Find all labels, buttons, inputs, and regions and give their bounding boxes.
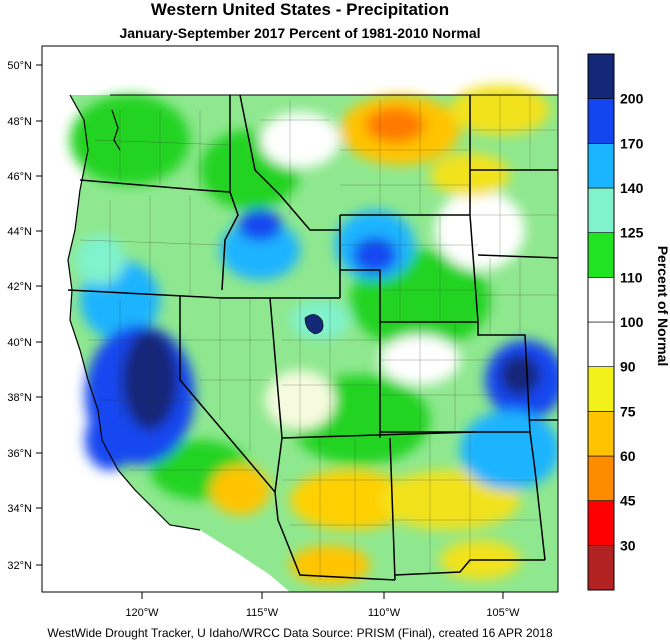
- lat-label: 42°N: [7, 281, 32, 293]
- lat-label: 38°N: [7, 392, 32, 404]
- colorbar-frame: [587, 53, 615, 591]
- lat-label: 44°N: [7, 226, 32, 238]
- map-frame: [41, 45, 559, 593]
- map-title: Western United States - Precipitation: [150, 0, 450, 19]
- lat-label: 48°N: [7, 116, 32, 128]
- lon-label: 105°W: [486, 607, 520, 619]
- colorbar-bin: [587, 277, 615, 323]
- lon-label: 115°W: [246, 607, 279, 619]
- colorbar-bin: [587, 500, 615, 546]
- colorbar-label: 75: [620, 403, 636, 419]
- latitude-axis: 50°N 48°N 46°N 44°N 42°N 40°N 38°N 36°N …: [7, 60, 42, 572]
- coastline: [67, 94, 201, 531]
- colorbar: 30 45 60 75 90 100 110 125 140 170 200: [587, 53, 644, 591]
- lat-label: 34°N: [7, 503, 32, 515]
- colorbar-bin: [587, 366, 615, 412]
- lat-label: 36°N: [7, 448, 32, 460]
- lat-label: 32°N: [7, 560, 32, 572]
- colorbar-label: 140: [620, 180, 644, 196]
- colorbar-bin: [587, 411, 615, 457]
- lon-label: 120°W: [125, 607, 159, 619]
- colorbar-bin: [587, 545, 615, 591]
- colorbar-label: 60: [620, 448, 636, 464]
- longitude-axis: 120°W 115°W 110°W 105°W: [125, 592, 520, 619]
- colorbar-bin: [587, 455, 615, 501]
- colorbar-bin: [587, 98, 615, 144]
- county-lines: [79, 95, 558, 580]
- colorbar-label: 45: [620, 493, 636, 509]
- colorbar-bin: [587, 187, 615, 233]
- colorbar-label: 90: [620, 359, 636, 375]
- map-subtitle: January-September 2017 Percent of 1981-2…: [119, 25, 481, 41]
- lon-label: 110°W: [368, 607, 401, 619]
- colorbar-bin: [587, 321, 615, 367]
- colorbar-title: Percent of Normal: [655, 246, 670, 367]
- lat-label: 50°N: [7, 60, 32, 72]
- lat-label: 40°N: [7, 337, 32, 349]
- colorbar-bin: [587, 143, 615, 189]
- lat-label: 46°N: [7, 171, 32, 183]
- colorbar-label: 110: [620, 269, 643, 285]
- puget-sound: [111, 109, 121, 151]
- colorbar-bin: [587, 53, 615, 99]
- great-salt-lake: [304, 314, 324, 335]
- map-footer: WestWide Drought Tracker, U Idaho/WRCC D…: [47, 626, 553, 640]
- colorbar-bin: [587, 232, 615, 278]
- colorbar-label: 30: [620, 537, 636, 553]
- colorbar-label: 125: [620, 225, 644, 241]
- colorbar-label: 170: [620, 135, 644, 151]
- colorbar-label: 100: [620, 314, 644, 330]
- colorbar-label: 200: [620, 91, 644, 107]
